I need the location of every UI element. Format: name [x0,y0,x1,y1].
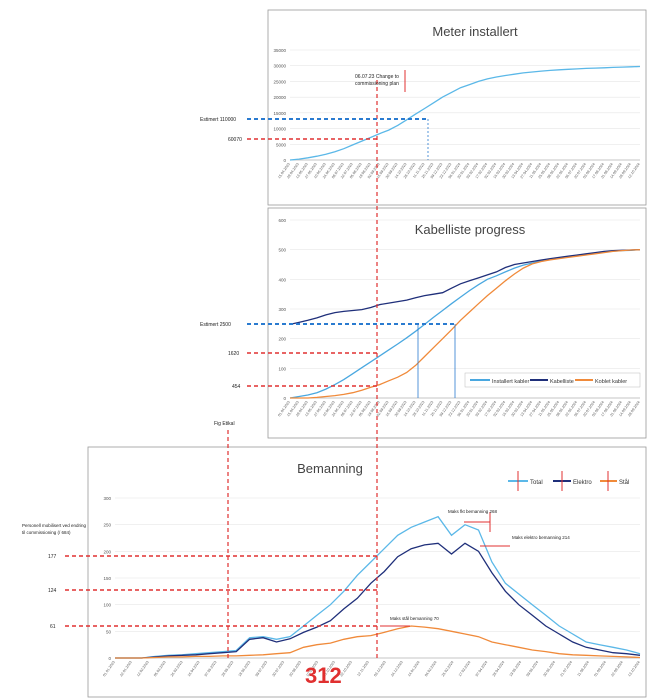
bem-61-label: 61 [50,624,56,630]
bemanning-legend: Total Elektro Stål [508,471,629,491]
y-tick-label: 300 [278,307,286,312]
y-tick-label: 200 [278,337,286,342]
change-label-1: 06.07.23 Change to [355,74,399,80]
y-tick-label: 300 [103,496,111,501]
y-tick-label: 0 [283,158,286,163]
series-line-series-0 [289,65,641,161]
bemanning-title: Bemanning [297,461,363,476]
kabel-title: Kabelliste progress [415,222,526,237]
fig-etikal-label: Fig Etikal [214,421,235,427]
legend-stal: Stål [619,479,629,486]
maks-fkt-label: Maks fkt bemanning 268 [448,509,498,514]
y-tick-label: 250 [103,523,111,528]
y-tick-label: 200 [103,549,111,554]
legend-elektro: Elektro [573,480,592,486]
maks-elektro-label: Maks elektro bemanning 214 [512,535,570,540]
series-line-koblet-kabler [290,249,641,399]
y-tick-label: 100 [103,603,111,608]
legend-total: Total [530,480,543,486]
y-tick-label: 0 [108,656,111,661]
kabel-legend: Installert kabler Kabelliste Koblet kabl… [464,372,641,388]
meter-60070-label: 60070 [228,137,242,143]
annotation-overlay: 06.07.23 Change to commissioning plan Es… [22,70,570,688]
kabel-454-label: 454 [232,384,241,390]
change-label-2: commissioning plan [355,81,399,87]
kabel-1620-label: 1620 [228,351,239,357]
meter-panel-frame [267,9,647,206]
y-tick-label: 15000 [273,111,286,116]
y-tick-label: 150 [103,576,111,581]
legend-installert: Installert kabler [492,379,529,385]
legend-kabelliste: Kabelliste [550,379,574,385]
meter-title: Meter installert [432,24,518,39]
y-tick-label: 100 [278,366,286,371]
series-line-total [115,515,641,659]
y-tick-label: 5000 [276,142,287,147]
personell-label-1: Personell mobilisert ved endring [22,523,87,528]
y-tick-label: 30000 [273,64,286,69]
y-tick-label: 25000 [273,79,286,84]
personell-label-2: til commissioning (/ 684) [22,530,71,535]
y-tick-label: 10000 [273,127,286,132]
kabel-estimert-label: Estimert 2500 [200,322,231,328]
legend-koblet: Koblet kabler [595,379,627,385]
bem-177-label: 177 [48,554,57,560]
y-tick-label: 500 [278,248,286,253]
bem-124-label: 124 [48,588,57,594]
y-tick-label: 50 [106,629,112,634]
big-312-label: 312 [305,663,342,688]
y-tick-label: 35000 [273,48,286,53]
y-tick-label: 600 [278,218,286,223]
y-tick-label: 0 [283,396,286,401]
maks-stal-label: Maks stål bemanning 70 [390,615,439,621]
y-tick-label: 400 [278,277,286,282]
y-tick-label: 20000 [273,95,286,100]
meter-estimert-label: Estimert 110000 [200,117,236,123]
series-line-kabelliste [289,249,641,326]
